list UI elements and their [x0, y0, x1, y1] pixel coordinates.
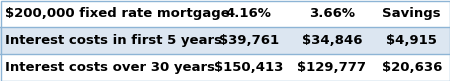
- Text: $20,636: $20,636: [382, 61, 442, 74]
- Text: $34,846: $34,846: [302, 34, 362, 47]
- Text: $129,777: $129,777: [297, 61, 366, 74]
- Bar: [0, 27, 450, 54]
- Text: Interest costs in first 5 years: Interest costs in first 5 years: [5, 34, 222, 47]
- Text: 3.66%: 3.66%: [309, 7, 355, 20]
- Bar: [0, 0, 450, 27]
- Text: Savings: Savings: [382, 7, 441, 20]
- Bar: [0, 54, 450, 81]
- Text: $4,915: $4,915: [386, 34, 437, 47]
- Text: $150,413: $150,413: [214, 61, 284, 74]
- Text: $200,000 fixed rate mortgage: $200,000 fixed rate mortgage: [5, 7, 230, 20]
- Text: Interest costs over 30 years: Interest costs over 30 years: [5, 61, 215, 74]
- Text: 4.16%: 4.16%: [226, 7, 271, 20]
- Text: $39,761: $39,761: [219, 34, 279, 47]
